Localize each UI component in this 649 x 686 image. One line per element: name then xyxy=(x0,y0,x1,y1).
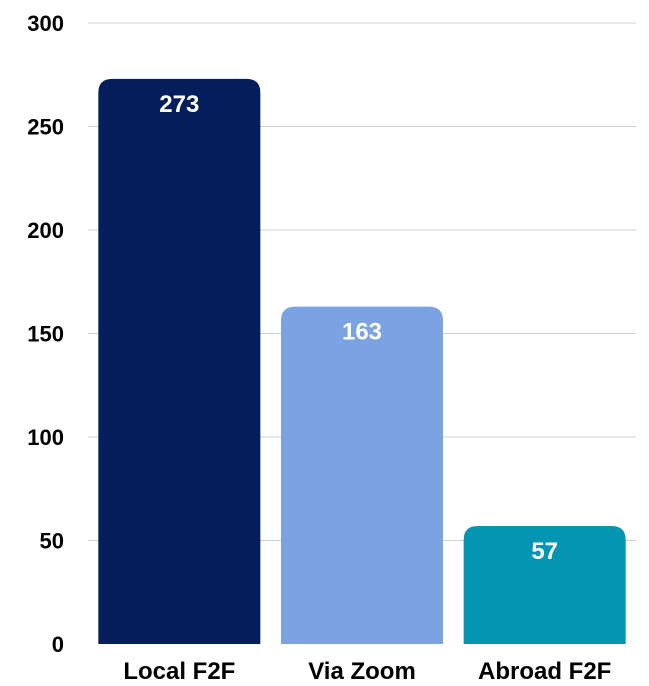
bar xyxy=(98,78,261,644)
y-tick-label: 0 xyxy=(52,632,64,657)
data-labels: 273 163 57 xyxy=(159,91,558,565)
bar-value-label: 163 xyxy=(342,319,382,346)
y-tick-label: 200 xyxy=(27,218,64,243)
x-category-label: Via Zoom xyxy=(308,658,416,685)
y-tick-label: 100 xyxy=(27,425,64,450)
bar xyxy=(281,306,443,644)
x-axis-categories: Local F2F Via Zoom Abroad F2F xyxy=(123,658,611,685)
x-category-label: Local F2F xyxy=(123,658,235,685)
bar-value-label: 273 xyxy=(159,91,199,118)
bar-value-label: 57 xyxy=(531,538,558,565)
bars xyxy=(98,78,626,644)
bar xyxy=(463,526,626,644)
x-category-label: Abroad F2F xyxy=(478,658,611,685)
y-axis-ticks: 0 50 100 150 200 250 300 xyxy=(27,11,64,657)
y-tick-label: 50 xyxy=(40,529,64,554)
y-tick-label: 150 xyxy=(27,322,64,347)
y-tick-label: 300 xyxy=(27,11,64,36)
y-tick-label: 250 xyxy=(27,115,64,140)
